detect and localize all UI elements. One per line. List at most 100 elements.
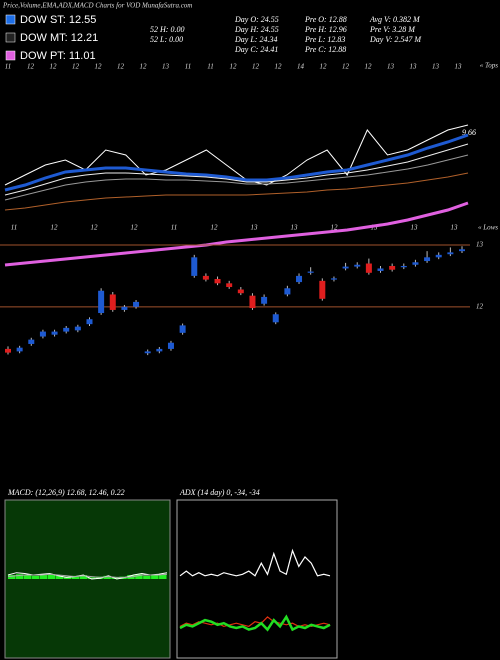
info-cell: Day L: 24.34 <box>234 35 277 44</box>
histogram-bar <box>135 574 143 579</box>
candle-body <box>98 290 105 314</box>
candle-body <box>261 296 268 304</box>
info-cell: Pre H: 12.96 <box>304 25 347 34</box>
date-label: 12 <box>252 63 260 71</box>
candle-body <box>191 257 198 276</box>
candle-body <box>377 268 384 271</box>
indicator-line <box>4 143 469 196</box>
date-label: 12 <box>230 63 238 71</box>
histogram-bar <box>55 575 64 579</box>
candle-body <box>365 263 372 273</box>
candle-body <box>459 249 465 252</box>
date-label: 13 <box>291 224 299 232</box>
y-tick-label: 13 <box>476 241 484 249</box>
date-label: 12 <box>140 63 148 71</box>
histogram-bar <box>39 575 48 579</box>
chart-title: Price,Volume,EMA,ADX,MACD Charts for VOD… <box>2 2 192 10</box>
histogram-bar <box>15 574 24 579</box>
candle-body <box>39 331 46 337</box>
adx-line <box>179 614 331 632</box>
candle-body <box>5 348 11 353</box>
panel-label: ADX (14 day) 0, -34, -34 <box>179 488 260 497</box>
indicator-line <box>4 201 469 267</box>
histogram-bar <box>71 575 80 579</box>
info-cell: Pre C: 12.88 <box>304 45 346 54</box>
candle-body <box>296 275 303 283</box>
indicator-line <box>4 124 469 186</box>
legend-swatch <box>5 14 16 25</box>
annotation: 9.66 <box>462 128 476 137</box>
candle-body <box>51 331 58 335</box>
info-cell: Pre O: 12.88 <box>304 15 347 24</box>
candle-body <box>424 257 431 262</box>
candle-body <box>214 278 221 284</box>
date-label: 12 <box>72 63 80 71</box>
histogram-bar <box>31 575 40 579</box>
histogram-bar <box>151 575 159 579</box>
date-label: 12 <box>91 224 99 232</box>
date-label: 12 <box>331 224 339 232</box>
date-label: 13 <box>387 63 395 71</box>
annotation: « Lows <box>478 224 498 232</box>
candle-body <box>133 301 140 307</box>
info-cell: Day H: 24.55 <box>234 25 279 34</box>
candle-body <box>272 314 279 323</box>
candle-body <box>342 266 349 269</box>
candle-body <box>63 327 70 332</box>
date-label: 12 <box>117 63 125 71</box>
date-label: 12 <box>50 63 58 71</box>
date-label: 12 <box>320 63 328 71</box>
candle-body <box>389 265 396 270</box>
date-label: 11 <box>207 63 213 71</box>
candle-body <box>109 294 116 310</box>
histogram-bar <box>8 575 16 579</box>
panel-frame <box>176 499 338 659</box>
info-cell: 52 H: 0.00 <box>150 25 184 34</box>
date-label: 14 <box>297 63 305 71</box>
y-tick-label: 12 <box>476 302 484 310</box>
indicator-line <box>4 133 469 192</box>
histogram-bar <box>87 577 95 579</box>
date-label: 13 <box>455 63 463 71</box>
legend-swatch <box>5 50 16 61</box>
indicator-line <box>4 172 469 211</box>
candle-body <box>167 342 174 349</box>
date-label: 13 <box>451 224 459 232</box>
panel-label: MACD: (12,26,9) 12.68, 12.46, 0.22 <box>7 488 125 497</box>
info-cell: Day O: 24.55 <box>234 15 279 24</box>
macd-line <box>7 573 168 578</box>
date-label: 13 <box>162 63 170 71</box>
date-label: 13 <box>411 224 419 232</box>
indicator-line <box>4 154 469 201</box>
info-cell: Day C: 24.41 <box>234 45 278 54</box>
histogram-bar <box>103 575 111 579</box>
candle-body <box>226 283 233 288</box>
candle-body <box>179 325 186 333</box>
date-label: 12 <box>131 224 139 232</box>
legend-label: DOW ST: 12.55 <box>20 14 96 26</box>
info-cell: Pre L: 12.83 <box>304 35 345 44</box>
info-cell: Day V: 2.547 M <box>369 35 422 44</box>
histogram-bar <box>79 575 87 579</box>
date-label: 13 <box>432 63 440 71</box>
date-label: 11 <box>5 63 11 71</box>
candle-body <box>144 351 151 354</box>
info-cell: 52 L: 0.00 <box>150 35 183 44</box>
candle-body <box>86 319 93 325</box>
candle-body <box>307 271 314 273</box>
candle-body <box>435 254 442 258</box>
histogram-bar <box>143 575 151 579</box>
candle-body <box>400 265 407 268</box>
candle-body <box>354 264 361 267</box>
date-label: 13 <box>410 63 418 71</box>
candle-body <box>202 275 209 280</box>
legend-label: DOW MT: 12.21 <box>20 32 98 44</box>
date-label: 11 <box>185 63 191 71</box>
candle-body <box>284 288 291 295</box>
annotation: « Tops <box>480 62 499 70</box>
legend-label: DOW PT: 11.01 <box>20 50 96 62</box>
date-label: 12 <box>211 224 219 232</box>
histogram-bar <box>47 574 56 579</box>
candle-body <box>156 348 163 352</box>
